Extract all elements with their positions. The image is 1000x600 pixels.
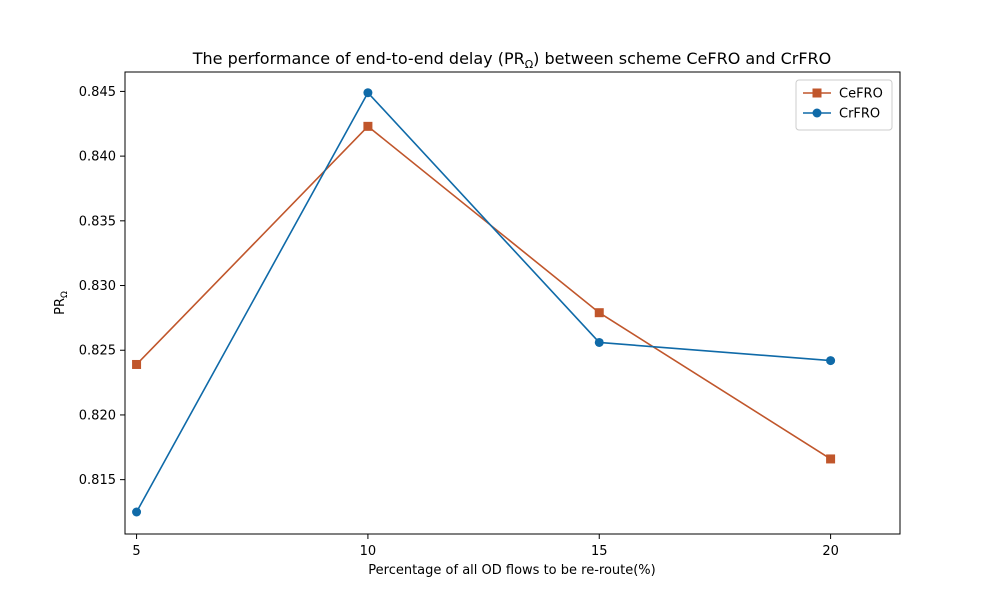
- legend-marker-crfro: [812, 108, 822, 118]
- data-point-cefro: [594, 308, 604, 318]
- x-tick-label: 5: [132, 544, 140, 559]
- series-line-cefro: [135, 125, 832, 460]
- legend-label-cefro: CeFRO: [839, 87, 883, 102]
- data-point-crfro: [363, 88, 373, 98]
- y-tick-label: 0.845: [79, 85, 116, 100]
- x-tick-label: 15: [591, 544, 608, 559]
- x-tick-label: 20: [822, 544, 839, 559]
- legend-item-crfro: CrFRO: [803, 107, 880, 122]
- y-tick-label: 0.820: [79, 408, 116, 423]
- data-point-cefro: [363, 121, 373, 131]
- data-point-cefro: [826, 454, 836, 464]
- y-axis-label: PRΩ: [53, 291, 70, 315]
- y-tick-label: 0.815: [79, 473, 116, 488]
- series-cefro: [132, 121, 836, 464]
- legend: CeFRO CrFRO: [795, 79, 893, 131]
- chart-title-suffix: ) between scheme CeFRO and CrFRO: [533, 49, 831, 68]
- y-tick-label: 0.835: [79, 214, 116, 229]
- y-tick-label: 0.825: [79, 344, 116, 359]
- x-axis: 5 10 15 20: [132, 534, 839, 559]
- data-point-crfro: [132, 507, 142, 517]
- legend-label-crfro: CrFRO: [839, 107, 880, 122]
- chart-title-subscript: Ω: [525, 58, 533, 71]
- legend-item-cefro: CeFRO: [803, 87, 883, 102]
- chart-title-prefix: The performance of end-to-end delay (PR: [192, 49, 525, 68]
- series-line-crfro: [135, 91, 831, 513]
- data-point-cefro: [132, 359, 142, 369]
- data-point-crfro: [594, 337, 604, 347]
- y-axis-label-subscript: Ω: [60, 291, 70, 298]
- data-point-crfro: [826, 356, 836, 366]
- series-crfro: [132, 88, 836, 517]
- x-axis-label: Percentage of all OD flows to be re-rout…: [368, 563, 655, 578]
- y-tick-label: 0.830: [79, 279, 116, 294]
- plot-area: [132, 88, 836, 517]
- legend-marker-cefro: [812, 88, 822, 98]
- y-tick-label: 0.840: [79, 150, 116, 165]
- x-tick-label: 10: [360, 544, 377, 559]
- chart-title: The performance of end-to-end delay (PRΩ…: [192, 49, 832, 71]
- axes-frame: [124, 71, 901, 535]
- y-axis: 0.815 0.820 0.825 0.830 0.835 0.840 0.845: [79, 85, 125, 488]
- y-axis-label-main: PR: [53, 298, 68, 315]
